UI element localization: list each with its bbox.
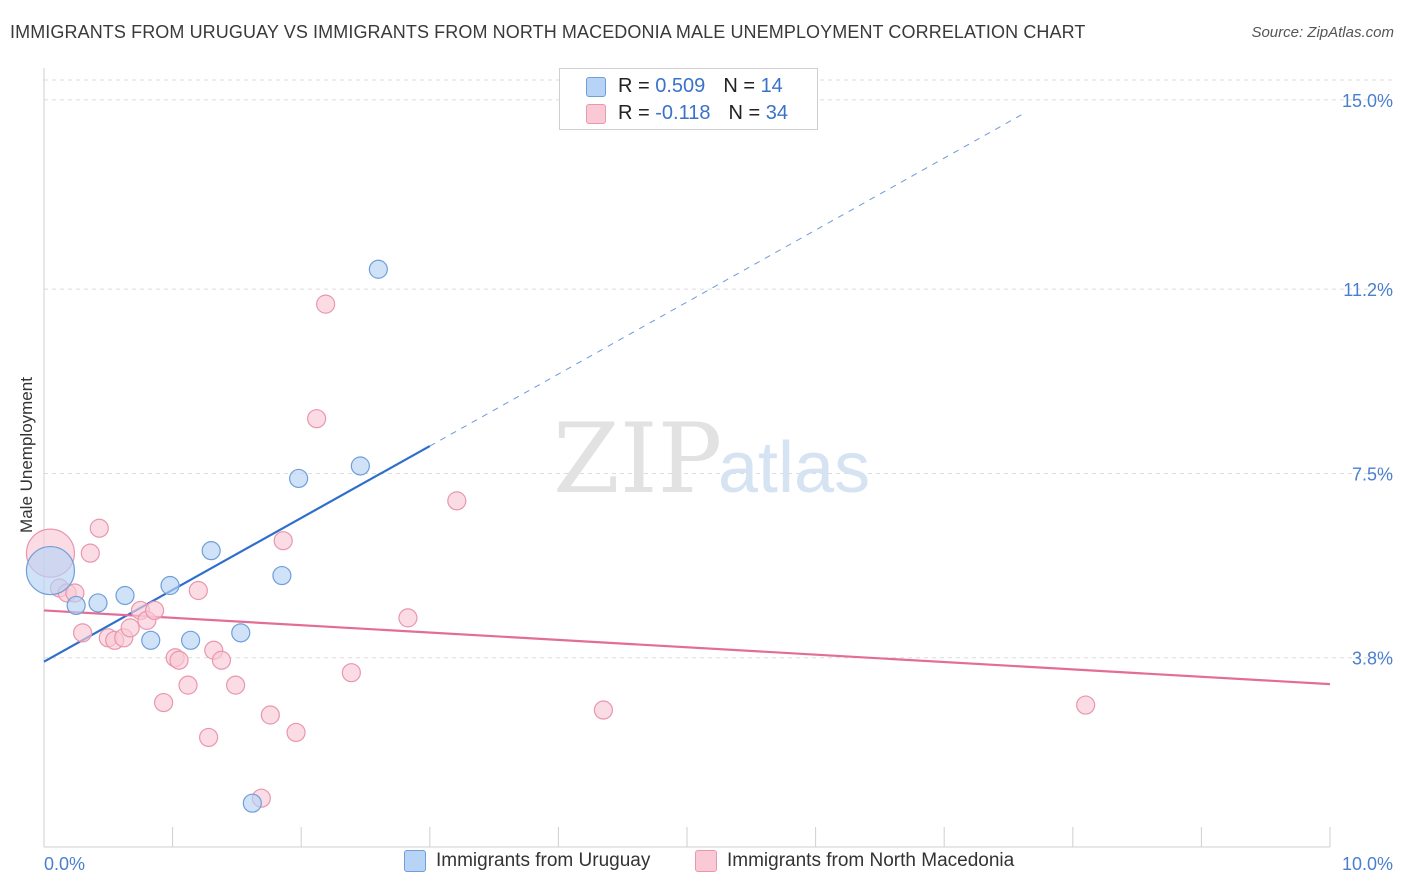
y-tick-label: 3.8% — [1352, 649, 1393, 669]
y-tick-label: 15.0% — [1342, 91, 1393, 111]
point-macedonia — [341, 663, 361, 683]
point-macedonia — [593, 700, 614, 720]
point-macedonia — [260, 705, 280, 725]
bottom-legend-label-macedonia: Immigrants from North Macedonia — [727, 850, 1015, 871]
point-uruguay — [66, 595, 86, 616]
point-macedonia — [120, 618, 140, 638]
point-macedonia — [398, 608, 418, 628]
point-uruguay — [25, 545, 76, 596]
point-macedonia — [199, 727, 219, 748]
point-uruguay — [272, 565, 292, 586]
point-uruguay — [160, 575, 180, 596]
legend-r-value: -0.118 — [655, 102, 711, 124]
point-uruguay — [350, 456, 370, 476]
point-uruguay — [289, 468, 309, 489]
point-uruguay — [231, 623, 251, 643]
point-macedonia — [226, 675, 246, 695]
point-uruguay — [141, 630, 161, 650]
bottom-legend-macedonia: Immigrants from North Macedonia — [695, 850, 1014, 872]
point-macedonia — [286, 722, 306, 743]
y-tick-label: 7.5% — [1352, 464, 1393, 484]
bottom-legend-uruguay: Immigrants from Uruguay — [404, 850, 650, 872]
watermark: ZIP atlas — [553, 403, 870, 515]
legend-row-macedonia: R = -0.118 N = 34 — [586, 100, 788, 127]
point-macedonia — [211, 650, 232, 670]
point-uruguay — [88, 593, 108, 613]
point-macedonia — [447, 491, 467, 511]
point-macedonia — [169, 650, 189, 670]
watermark-zip: ZIP — [553, 403, 722, 515]
legend-row-uruguay: R = 0.509 N = 14 — [586, 73, 783, 100]
point-macedonia — [153, 692, 174, 713]
point-macedonia — [178, 675, 198, 695]
point-uruguay — [368, 259, 388, 279]
legend-swatch-uruguay — [586, 76, 606, 97]
y-tick-label: 11.2% — [1343, 280, 1393, 300]
watermark-atlas: atlas — [718, 428, 870, 508]
point-macedonia — [80, 543, 100, 563]
point-macedonia — [89, 518, 109, 538]
point-uruguay — [115, 585, 135, 606]
bottom-legend-label-uruguay: Immigrants from Uruguay — [436, 850, 651, 871]
point-macedonia — [307, 409, 327, 429]
legend-r-label: R = — [618, 75, 650, 97]
point-macedonia — [188, 580, 208, 601]
point-uruguay — [201, 541, 221, 561]
legend-n-label: N = — [728, 102, 761, 124]
bottom-legend-swatch-macedonia — [695, 850, 717, 872]
source-label: Source: ZipAtlas.com — [1251, 24, 1394, 41]
chart-title: IMMIGRANTS FROM URUGUAY VS IMMIGRANTS FR… — [10, 22, 1086, 42]
point-macedonia — [1076, 695, 1096, 715]
point-macedonia — [316, 294, 336, 314]
legend-n-value: 14 — [760, 75, 783, 97]
trend-line-uruguay-extension — [429, 114, 1022, 447]
trend-line-uruguay — [43, 445, 431, 663]
trend-lines — [43, 114, 1331, 686]
legend-n-value: 34 — [765, 102, 788, 124]
legend-r-value: 0.509 — [655, 75, 706, 97]
point-uruguay — [242, 793, 262, 813]
point-macedonia — [273, 531, 293, 551]
legend-swatch-macedonia — [586, 103, 606, 124]
x-tick-label-max: 10.0% — [1342, 854, 1393, 874]
trend-line-macedonia — [43, 609, 1331, 686]
bottom-legend-swatch-uruguay — [404, 850, 426, 872]
x-tick-labels: 0.0% 10.0% — [44, 854, 1393, 874]
point-macedonia — [144, 600, 165, 621]
data-points — [25, 259, 1096, 813]
point-uruguay — [181, 630, 201, 650]
legend-r-label: R = — [618, 102, 650, 124]
legend-n-label: N = — [723, 75, 755, 97]
y-tick-labels: 3.8% 7.5% 11.2% 15.0% — [1342, 91, 1393, 669]
correlation-legend: R = 0.509 N = 14 R = -0.118 N = 34 — [559, 68, 818, 130]
point-macedonia — [72, 623, 93, 643]
axes — [43, 68, 1331, 848]
x-tick-label-min: 0.0% — [44, 854, 85, 874]
grid-lines — [44, 79, 1393, 659]
